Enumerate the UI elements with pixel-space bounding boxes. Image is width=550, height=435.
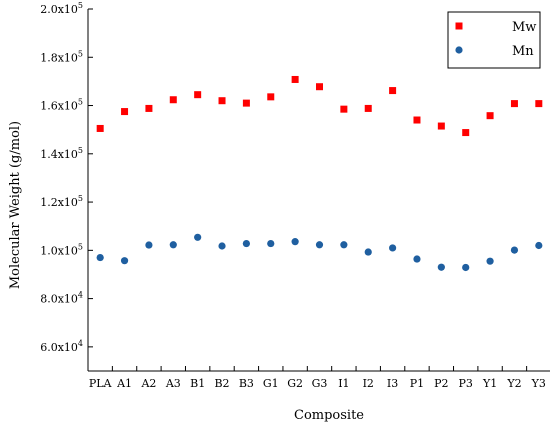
- mw-point: [364, 104, 372, 112]
- mw-point: [169, 96, 177, 104]
- x-tick-label: B3: [239, 377, 254, 390]
- mw-point: [340, 105, 348, 113]
- mn-point: [364, 248, 372, 256]
- x-tick-label: A1: [116, 377, 132, 390]
- mn-point: [218, 242, 226, 250]
- y-tick-label: 2.0x105: [40, 1, 83, 16]
- y-tick-label: 1.8x105: [40, 49, 83, 64]
- x-tick-label: B1: [190, 377, 205, 390]
- mn-point: [462, 263, 470, 272]
- mn-point: [315, 241, 324, 249]
- mw-point: [486, 112, 494, 120]
- mw-point: [510, 100, 518, 108]
- mn-point: [413, 255, 421, 263]
- y-axis-ticks: 6.0x104 8.0x104 1.0x105 1.2x105 1.4x105 1.6x1…: [40, 1, 93, 354]
- mn-point: [340, 241, 348, 249]
- mn-point: [96, 253, 104, 262]
- y-tick-label: 1.6x105: [40, 98, 83, 113]
- mn-point: [437, 263, 445, 271]
- axes: [87, 9, 550, 372]
- x-tick-label: G2: [287, 377, 303, 390]
- y-tick-label: 8.0x104: [40, 291, 83, 306]
- legend: Mw Mn: [447, 11, 541, 69]
- mw-point: [291, 75, 299, 83]
- mn-point: [194, 233, 202, 241]
- x-tick-label: B2: [214, 377, 229, 390]
- legend-marker-mw: [455, 22, 463, 30]
- mw-point: [267, 93, 275, 101]
- mw-point: [413, 116, 421, 124]
- x-tick-label: PLA: [89, 377, 113, 390]
- legend-label-mn: Mn: [512, 44, 534, 59]
- mw-point: [535, 100, 543, 108]
- mw-point: [242, 99, 250, 107]
- mn-point: [242, 239, 250, 248]
- x-tick-label: P2: [434, 377, 448, 390]
- x-tick-label: I3: [387, 377, 398, 390]
- mw-point: [218, 97, 226, 105]
- mn-point: [535, 241, 543, 250]
- y-axis-title: Molecular Weight (g/mol): [8, 121, 23, 289]
- y-tick-label: 6.0x104: [40, 339, 83, 354]
- mw-point: [437, 122, 445, 130]
- x-tick-label: G3: [312, 377, 328, 390]
- series-mw: [96, 75, 543, 137]
- mn-point: [291, 238, 299, 246]
- legend-marker-mn: [455, 46, 463, 54]
- mw-point: [389, 87, 397, 95]
- legend-label-mw: Mw: [512, 20, 536, 35]
- x-tick-label: P3: [459, 377, 473, 390]
- mn-point: [120, 257, 129, 265]
- x-tick-label: P1: [410, 377, 424, 390]
- x-tick-label: Y2: [506, 377, 521, 390]
- mn-point: [510, 246, 519, 254]
- y-tick-label: 1.2x105: [40, 194, 83, 209]
- x-tick-label: Y3: [531, 377, 546, 390]
- mn-point: [145, 241, 153, 249]
- x-axis-title: Composite: [294, 408, 364, 423]
- y-tick-label: 1.4x105: [40, 146, 83, 161]
- x-tick-label: I2: [363, 377, 374, 390]
- x-tick-label: I1: [338, 377, 349, 390]
- series-mn: [96, 233, 543, 272]
- mw-point: [145, 104, 153, 112]
- x-tick-label: Y1: [482, 377, 497, 390]
- mn-point: [267, 239, 275, 248]
- x-tick-label: A3: [165, 377, 181, 390]
- x-tick-label: G1: [263, 377, 279, 390]
- series-layer: [96, 75, 543, 272]
- x-axis-ticks: PLA A1 A2 A3 B1 B2 B3 G1 G2 G3 I1 I2 I3 P1 P2 P3 Y1 Y2 Y3: [87, 366, 546, 390]
- mw-point: [462, 129, 470, 137]
- mn-point: [169, 241, 177, 249]
- mw-point: [96, 124, 104, 132]
- mn-point: [389, 244, 397, 252]
- x-tick-label: A2: [140, 377, 156, 390]
- mn-point: [486, 257, 494, 265]
- mw-point: [316, 83, 323, 91]
- mw-point: [121, 108, 129, 116]
- mw-point: [194, 91, 202, 99]
- legend-box: [447, 11, 541, 69]
- y-tick-label: 1.0x105: [40, 242, 83, 257]
